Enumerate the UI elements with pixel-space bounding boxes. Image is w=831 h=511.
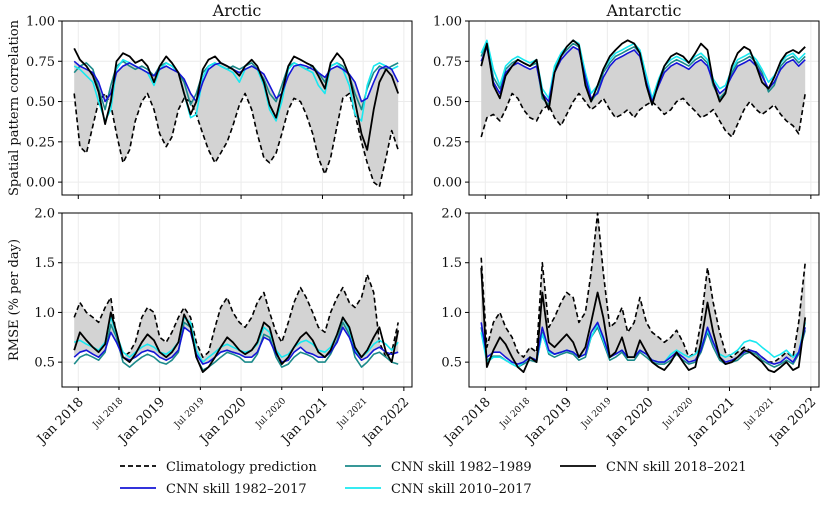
x-minor-tick-label: Jul 2019 xyxy=(579,396,614,431)
x-minor-tick-label: Jul 2020 xyxy=(253,396,288,431)
y-tick-label: 1.00 xyxy=(26,15,55,30)
x-tick-label: Jan 2018 xyxy=(440,395,493,448)
legend-item-climatology: Climatology prediction xyxy=(120,460,317,475)
series-line-cnn_2018_2021 xyxy=(480,39,806,111)
x-minor-tick-label: Jul 2020 xyxy=(660,396,695,431)
legend-label: CNN skill 2018–2021 xyxy=(606,460,747,475)
x-minor-tick-label: Jul 2018 xyxy=(91,396,126,431)
y-tick-label: 1.0 xyxy=(441,306,462,321)
y-tick-label: 0.00 xyxy=(26,176,55,191)
y-tick-label: 2.0 xyxy=(34,207,55,222)
panel-title: Antarctic xyxy=(606,1,682,20)
y-tick-label: 0.5 xyxy=(34,356,55,371)
series-line-cnn_2018_2021 xyxy=(73,47,400,151)
legend-label: CNN skill 1982–2017 xyxy=(166,482,307,497)
x-minor-tick-label: Jul 2021 xyxy=(742,396,777,431)
legend-label: CNN skill 1982–1989 xyxy=(391,460,532,475)
legend-label: CNN skill 2010–2017 xyxy=(391,482,532,497)
legend-label: Climatology prediction xyxy=(166,460,317,475)
series-line-cnn_1982_2017 xyxy=(480,321,806,365)
y-tick-label: 0.5 xyxy=(441,356,462,371)
series-line-cnn_2018_2021 xyxy=(480,267,807,373)
series-line-cnn_1982_2017 xyxy=(73,326,399,365)
y-tick-label: 0.50 xyxy=(433,95,462,110)
x-minor-tick-label: Jul 2019 xyxy=(172,396,207,431)
series-line-climatology xyxy=(73,92,399,188)
y-tick-label: 0.75 xyxy=(433,55,462,70)
x-minor-tick-label: Jul 2021 xyxy=(335,396,370,431)
series-line-cnn_1982_1989 xyxy=(73,60,399,111)
y-tick-label: 1.00 xyxy=(433,15,462,30)
y-axis-label: Spatial pattern correlation xyxy=(7,19,22,196)
plot-frame xyxy=(468,212,820,388)
shaded-skill-gap xyxy=(481,213,806,365)
y-tick-label: 0.25 xyxy=(26,135,55,150)
y-tick-label: 0.00 xyxy=(433,176,462,191)
plot-frame xyxy=(61,20,413,196)
series-line-cnn_2018_2021 xyxy=(73,311,400,373)
series-line-climatology xyxy=(73,273,399,358)
legend: Climatology prediction CNN skill 1982–201… xyxy=(120,460,747,497)
y-tick-label: 0.50 xyxy=(26,95,55,110)
series-line-cnn_1982_2017 xyxy=(73,60,399,103)
y-tick-label: 0.75 xyxy=(26,55,55,70)
plot-frame xyxy=(468,20,820,196)
y-tick-label: 2.0 xyxy=(441,207,462,222)
plot-frame xyxy=(61,212,413,388)
series-line-cnn_1982_1989 xyxy=(73,321,399,371)
y-tick-label: 1.5 xyxy=(441,256,462,271)
y-axis-label: RMSE (% per day) xyxy=(7,239,22,361)
legend-item-cnn_2010_2017: CNN skill 2010–2017 xyxy=(345,482,532,497)
legend-item-cnn_1982_2017: CNN skill 1982–2017 xyxy=(120,482,307,497)
shaded-skill-gap xyxy=(481,46,806,137)
y-tick-label: 0.25 xyxy=(433,135,462,150)
panel-title: Arctic xyxy=(212,1,262,20)
x-minor-tick-label: Jul 2018 xyxy=(498,396,533,431)
x-tick-label: Jan 2018 xyxy=(33,395,86,448)
legend-item-cnn_1982_1989: CNN skill 1982–1989 xyxy=(345,460,532,475)
chart-panel-2: 0.00 0.25 0.50 0.75 1.00 Antarctic xyxy=(433,1,820,199)
series-line-cnn_2010_2017 xyxy=(73,58,399,122)
y-tick-label: 1.5 xyxy=(34,256,55,271)
legend-item-cnn_2018_2021: CNN skill 2018–2021 xyxy=(560,460,747,475)
y-tick-label: 1.0 xyxy=(34,306,55,321)
chart-panel-1: 0.00 0.25 0.50 0.75 1.00 Arctic Spatial patter… xyxy=(7,1,413,199)
shaded-skill-gap xyxy=(74,61,399,187)
